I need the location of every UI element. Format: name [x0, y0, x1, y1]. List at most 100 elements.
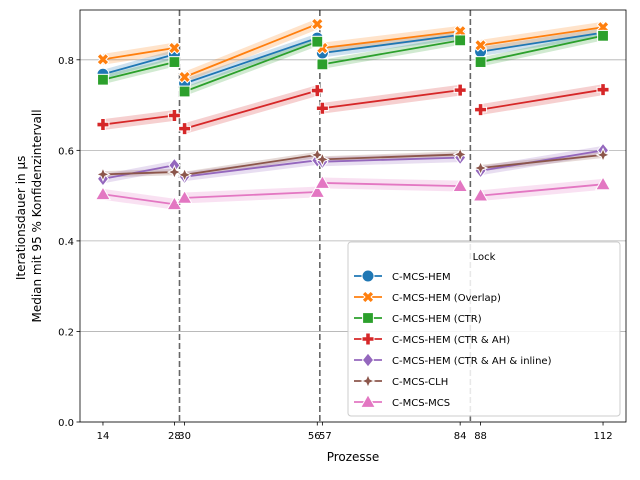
data-point — [178, 85, 191, 98]
data-point — [310, 84, 324, 98]
legend-marker — [360, 373, 376, 389]
series-line — [102, 61, 175, 81]
data-point — [315, 101, 329, 115]
data-point — [95, 166, 111, 182]
series-line — [322, 89, 461, 110]
series-line — [184, 40, 318, 93]
data-point — [596, 83, 610, 97]
y-axis-label: Iterationsdauer in µs Median mit 95 % Ko… — [14, 109, 44, 322]
legend-marker — [361, 290, 375, 304]
series-line — [480, 34, 604, 63]
x-tick-label: 30 — [178, 431, 191, 442]
data-point — [178, 122, 192, 136]
series-line — [322, 156, 461, 163]
series-line — [480, 26, 604, 47]
series-line — [184, 37, 318, 85]
legend-label: C-MCS-CLH — [392, 377, 448, 388]
series-line — [102, 171, 175, 176]
x-axis-label: Prozesse — [327, 450, 380, 464]
data-point — [473, 160, 489, 176]
data-point — [454, 34, 467, 47]
data-point — [97, 73, 109, 86]
series-line — [184, 23, 318, 78]
data-point — [310, 17, 324, 31]
legend-label: C-MCS-HEM (Overlap) — [392, 293, 501, 304]
series-line — [480, 149, 604, 172]
data-point — [96, 118, 110, 132]
x-tick-label: 14 — [97, 431, 110, 442]
legend-marker — [361, 352, 375, 368]
data-point — [453, 83, 467, 97]
data-point — [176, 189, 193, 204]
series-line — [322, 39, 461, 66]
x-tick-label: 88 — [474, 431, 487, 442]
y-axis-label-line-2: Median mit 95 % Konfidenzintervall — [30, 109, 44, 322]
series-line — [184, 153, 318, 176]
x-tick-label: 56 — [308, 431, 321, 442]
data-point — [472, 187, 489, 202]
legend-marker — [362, 312, 374, 324]
data-point — [96, 52, 110, 66]
plot-frame — [79, 9, 627, 423]
legend-label: C-MCS-MCS — [392, 398, 450, 409]
series-line — [184, 89, 318, 130]
data-point — [177, 167, 193, 183]
series-line — [480, 88, 604, 111]
data-point — [474, 103, 488, 117]
legend-marker — [361, 332, 375, 346]
y-tick-label: 0.2 — [58, 327, 74, 338]
data-point — [594, 176, 612, 191]
data-point — [178, 70, 192, 84]
legend-label: C-MCS-HEM (CTR) — [392, 314, 482, 325]
data-point — [595, 147, 611, 163]
series-line — [102, 164, 175, 180]
series-line — [102, 47, 175, 61]
legend-label: C-MCS-HEM (CTR & AH & inline) — [392, 356, 552, 367]
series-lines — [102, 23, 604, 206]
series-line — [322, 34, 461, 54]
data-point — [94, 186, 112, 201]
data-point — [309, 183, 326, 198]
series-line — [102, 193, 175, 206]
y-tick-label: 0.8 — [58, 56, 74, 67]
series-line — [102, 114, 175, 126]
legend-label: C-MCS-HEM (CTR & AH) — [392, 335, 510, 346]
series-line — [322, 153, 461, 161]
series-markers — [94, 17, 612, 211]
series-line — [184, 191, 318, 199]
data-point — [167, 108, 181, 122]
data-point — [452, 177, 469, 193]
legend: Lock C-MCS-HEM C-MCS-HEM (Overlap) C-MCS-HE… — [347, 241, 621, 417]
legend-box — [347, 241, 621, 417]
series-line — [322, 182, 461, 188]
data-point — [597, 29, 609, 42]
y-axis: 0.0 0.2 0.4 0.6 0.8 — [58, 56, 80, 429]
data-point — [474, 38, 488, 52]
data-point — [314, 174, 331, 189]
legend-label: C-MCS-HEM — [392, 272, 451, 283]
data-point — [474, 56, 487, 68]
series-line — [322, 30, 461, 49]
data-point — [314, 151, 330, 167]
series-line — [480, 183, 604, 197]
y-tick-label: 0.6 — [58, 146, 74, 157]
y-axis-label-line-1: Iterationsdauer in µs — [14, 156, 28, 281]
series-line — [480, 31, 604, 53]
y-tick-label: 0.4 — [58, 237, 74, 248]
data-point — [309, 147, 325, 163]
x-tick-label: 28 — [168, 431, 181, 442]
series-line — [102, 53, 175, 76]
data-point — [166, 164, 182, 180]
x-tick-label: 57 — [319, 431, 332, 442]
data-point — [311, 35, 324, 48]
legend-marker — [359, 393, 377, 408]
data-point — [316, 58, 329, 71]
data-point — [168, 56, 181, 68]
x-tick-label: 84 — [454, 431, 467, 442]
data-point — [167, 41, 181, 55]
legend-marker — [361, 269, 375, 283]
legend-title: Lock — [473, 252, 496, 263]
series-line — [480, 153, 604, 169]
